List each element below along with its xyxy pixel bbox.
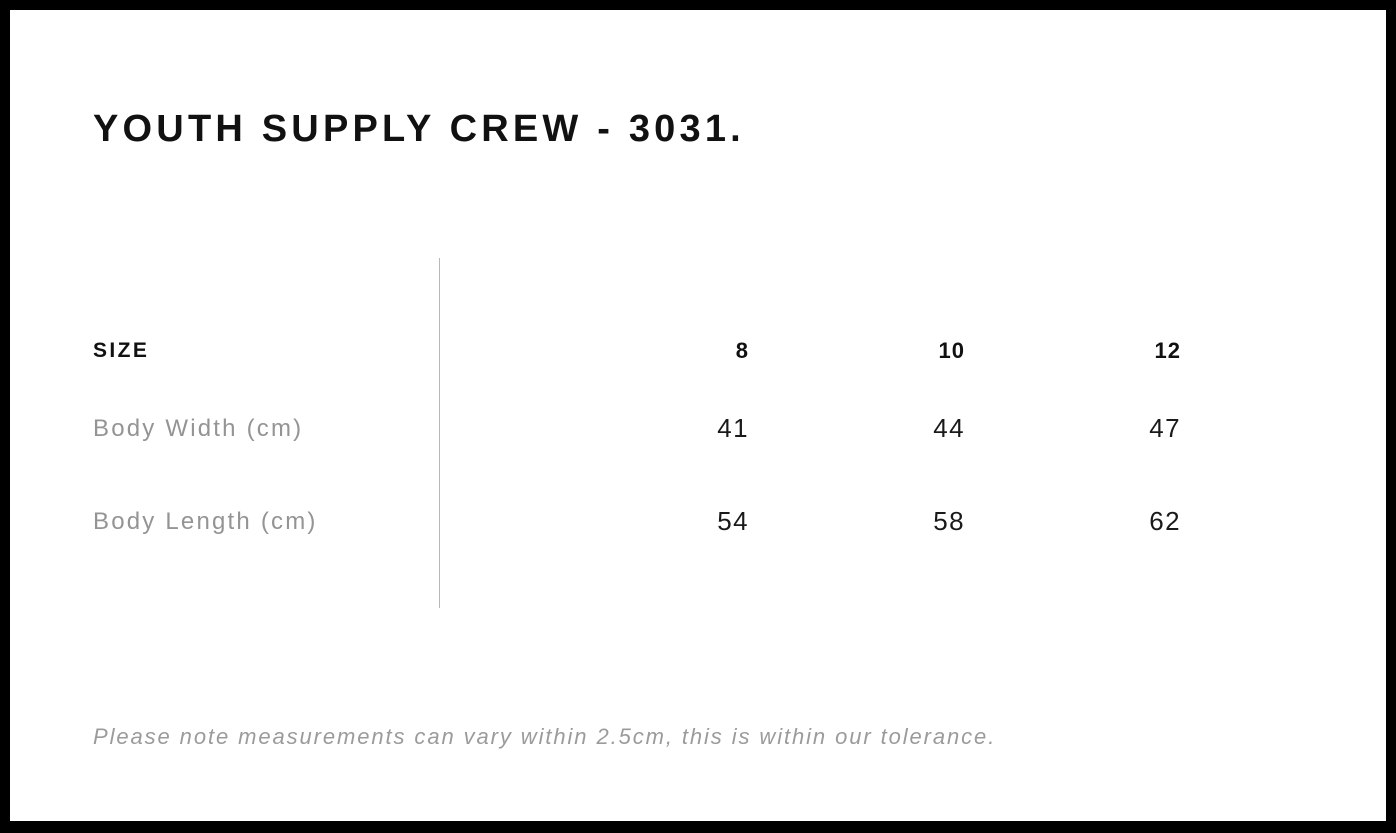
table-header-size-12: 12: [1154, 338, 1181, 363]
table-right-spacer: [1181, 475, 1187, 568]
size-chart-table: SIZE 8 10 12 Body Width (cm) 41 44 47 Bo…: [93, 320, 1187, 568]
cell-body-width-10: 44: [933, 413, 965, 443]
cell-body-length-10: 58: [933, 506, 965, 536]
tolerance-note: Please note measurements can vary within…: [93, 724, 997, 749]
table-row: Body Width (cm) 41 44 47: [93, 382, 1187, 475]
cell-body-width-8: 41: [717, 413, 749, 443]
table-right-spacer: [1181, 382, 1187, 475]
size-chart-sheet: YOUTH SUPPLY CREW - 3031. SIZE 8 10 12 B…: [10, 10, 1386, 821]
table-header-size-10: 10: [938, 338, 965, 363]
cell-body-width-12: 47: [1149, 413, 1181, 443]
row-label-body-length: Body Length (cm): [93, 507, 318, 535]
cell-body-length-8: 54: [717, 506, 749, 536]
column-divider: [439, 258, 440, 608]
table-header-size-8: 8: [735, 338, 749, 363]
cell-body-length-12: 62: [1149, 506, 1181, 536]
row-label-body-width: Body Width (cm): [93, 414, 304, 442]
table-header-size-label: SIZE: [93, 339, 150, 362]
page-title: YOUTH SUPPLY CREW - 3031.: [93, 108, 745, 150]
table-row: Body Length (cm) 54 58 62: [93, 475, 1187, 568]
table-right-spacer: [1181, 320, 1187, 382]
table-header-row: SIZE 8 10 12: [93, 320, 1187, 382]
